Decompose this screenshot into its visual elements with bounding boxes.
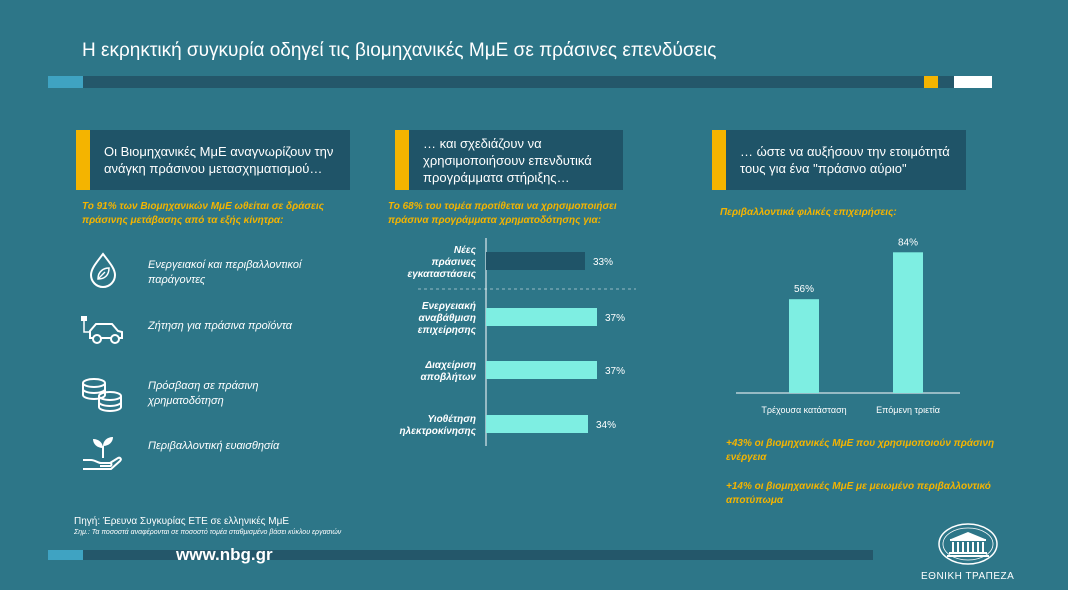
motivator-label-demand: Ζήτηση για πράσινα προϊόντα bbox=[148, 320, 293, 332]
h-category-label: Διαχείριση αποβλήτων bbox=[421, 360, 477, 383]
leaf-drop-icon bbox=[78, 248, 128, 290]
electric-car-icon bbox=[78, 310, 128, 352]
top-decorative-strip bbox=[48, 76, 992, 88]
h-bar-value-label: 37% bbox=[605, 313, 625, 324]
column2-subtitle: Το 68% του τομέα προτίθεται να χρησιμοπο… bbox=[388, 201, 617, 226]
coins-stack-icon bbox=[78, 372, 128, 414]
column1-header-accent bbox=[76, 130, 90, 190]
v-bar-value-label: 84% bbox=[898, 237, 918, 248]
column2-header-text: … και σχεδιάζουν να χρησιμοποιήσουν επεν… bbox=[423, 135, 592, 185]
column1-header-text: Οι Βιομηχανικές ΜμΕ αναγνωρίζουν την ανά… bbox=[104, 144, 334, 176]
v-category-label: Τρέχουσα κατάσταση bbox=[761, 405, 846, 415]
v-bar bbox=[789, 299, 819, 393]
website-link[interactable]: www.nbg.gr bbox=[176, 545, 273, 564]
bottom-decorative-strip bbox=[48, 550, 873, 560]
strip-segment-yellow bbox=[924, 76, 938, 88]
h-bar bbox=[486, 252, 585, 270]
hand-plant-icon bbox=[78, 432, 128, 474]
h-bar-value-label: 37% bbox=[605, 366, 625, 377]
column3-note-green-energy: +43% οι βιομηχανικές ΜμΕ που χρησιμοποιο… bbox=[726, 438, 995, 463]
column2-header-box: … και σχεδιάζουν να χρησιμοποιήσουν επεν… bbox=[395, 130, 623, 190]
vertical-bar-chart: 56% Τρέχουσα κατάσταση 84% Επόμενη τριετία bbox=[736, 237, 960, 415]
horizontal-bar-chart: 33% Νέες πράσινες εγκαταστάσεις 37% Ενεργειακ… bbox=[399, 238, 636, 446]
h-bar-value-label: 34% bbox=[596, 420, 616, 431]
column3-subtitle: Περιβαλλοντικά φιλικές επιχειρήσεις: bbox=[720, 207, 897, 218]
strip-segment-white bbox=[954, 76, 992, 88]
strip-segment-blue bbox=[48, 76, 83, 88]
h-bar bbox=[486, 361, 597, 379]
column2-header-accent bbox=[395, 130, 409, 190]
page-title: Η εκρηκτική συγκυρία οδηγεί τις βιομηχαν… bbox=[82, 40, 717, 61]
column1-header-box: Οι Βιομηχανικές ΜμΕ αναγνωρίζουν την ανά… bbox=[76, 130, 350, 190]
methodology-note: Σημ.: Τα ποσοστά αναφέρονται σε ποσοστό … bbox=[74, 529, 342, 536]
h-category-label: Νέες πράσινες εγκαταστάσεις bbox=[407, 245, 476, 280]
column3-note-footprint: +14% οι βιομηχανικές ΜμΕ με μειωμένο περ… bbox=[726, 481, 991, 506]
bank-name: ΕΘΝΙΚΗ ΤΡΑΠΕΖΑ bbox=[921, 571, 1015, 582]
v-category-label: Επόμενη τριετία bbox=[876, 405, 940, 415]
h-bar bbox=[486, 308, 597, 326]
motivator-label-energy: Ενεργειακοί και περιβαλλοντικοί παράγοντ… bbox=[148, 259, 302, 286]
h-bar bbox=[486, 415, 588, 433]
motivator-label-financing: Πρόσβαση σε πράσινη χρηματοδότηση bbox=[148, 380, 259, 407]
bottom-strip-segment-blue bbox=[48, 550, 83, 560]
h-bar-value-label: 33% bbox=[593, 257, 613, 268]
v-bar bbox=[893, 252, 923, 393]
bank-building-logo bbox=[937, 522, 999, 566]
column3-header-text: … ώστε να αυξήσουν την ετοιμότητά τους γ… bbox=[740, 144, 950, 176]
column1-subtitle: Το 91% των Βιομηχανικών ΜμΕ ωθείται σε δ… bbox=[82, 201, 324, 226]
column3-header-accent bbox=[712, 130, 726, 190]
h-category-label: Ενεργειακή αναβάθμιση επιχείρησης bbox=[418, 301, 477, 336]
column3-header-box: … ώστε να αυξήσουν την ετοιμότητά τους γ… bbox=[712, 130, 966, 190]
motivator-label-sensitivity: Περιβαλλοντική ευαισθησία bbox=[148, 440, 280, 452]
v-bar-value-label: 56% bbox=[794, 284, 814, 295]
h-category-label: Υιοθέτηση ηλεκτροκίνησης bbox=[399, 414, 476, 437]
source-text: Πηγή: Έρευνα Συγκυρίας ΕΤΕ σε ελληνικές … bbox=[74, 516, 290, 527]
